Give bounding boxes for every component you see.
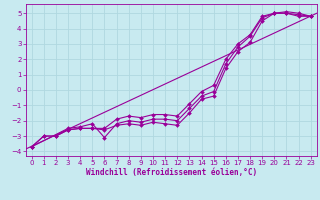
X-axis label: Windchill (Refroidissement éolien,°C): Windchill (Refroidissement éolien,°C) bbox=[86, 168, 257, 177]
